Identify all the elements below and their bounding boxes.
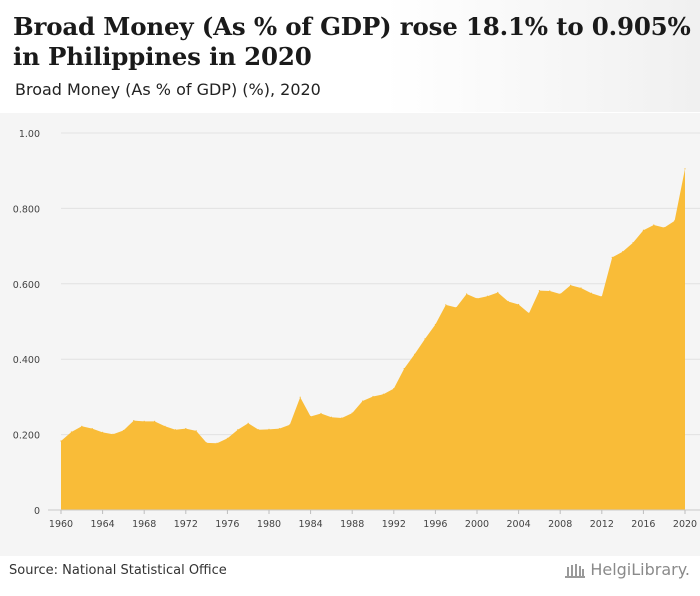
x-tick-label: 2012	[590, 519, 614, 530]
x-tick-label: 1992	[382, 519, 406, 530]
data-point	[528, 312, 530, 314]
data-point	[143, 420, 145, 423]
data-point	[216, 442, 218, 444]
data-point	[632, 242, 634, 244]
x-tick-label: 1960	[49, 519, 73, 530]
data-point	[278, 427, 280, 430]
data-point	[185, 427, 187, 430]
data-point	[684, 168, 686, 170]
x-tick-label: 1964	[91, 519, 115, 530]
data-point	[133, 420, 135, 422]
y-tick-label: 0.600	[13, 280, 40, 291]
data-point	[226, 437, 228, 439]
x-tick-label: 1976	[215, 519, 239, 530]
series-area-layer	[60, 168, 686, 510]
data-point	[518, 303, 520, 306]
data-point	[362, 400, 364, 402]
data-point	[258, 429, 260, 431]
data-point	[455, 306, 457, 309]
data-point	[206, 442, 208, 444]
y-tick-label: 0.400	[13, 355, 40, 366]
data-point	[559, 293, 561, 295]
axes: 0 0.200 0.400 0.600 0.800 1.00 1960 1964 1968 197…	[13, 129, 700, 530]
data-point	[112, 433, 114, 435]
data-point	[424, 338, 426, 340]
series-area	[61, 168, 685, 510]
data-point	[154, 420, 156, 423]
y-tick-label: 1.00	[19, 129, 40, 140]
data-point	[372, 395, 374, 398]
data-point	[382, 393, 384, 395]
x-tick-label: 1972	[174, 519, 198, 530]
chart-title: Broad Money (As % of GDP) rose 18.1% to …	[13, 12, 691, 71]
data-point	[497, 291, 499, 294]
header: Broad Money (As % of GDP) rose 18.1% to …	[0, 0, 700, 112]
library-building-icon	[565, 563, 586, 578]
data-point	[622, 251, 624, 253]
data-point	[268, 428, 270, 430]
x-tick-label: 2008	[548, 519, 572, 530]
data-point	[486, 295, 488, 297]
data-point	[538, 289, 541, 292]
data-point	[611, 256, 613, 259]
data-point	[351, 412, 353, 414]
x-tick-label: 1996	[423, 519, 447, 530]
data-point	[570, 284, 572, 286]
data-point	[341, 417, 343, 419]
data-point	[476, 297, 478, 300]
data-point	[164, 425, 166, 427]
data-point	[299, 396, 301, 398]
data-point	[310, 415, 312, 418]
y-tick-label: 0.200	[13, 431, 40, 442]
chart-subtitle: Broad Money (As % of GDP) (%), 2020	[15, 80, 321, 99]
data-point	[549, 290, 551, 292]
data-point	[653, 224, 655, 226]
x-tick-label: 2016	[631, 519, 655, 530]
data-point	[590, 292, 593, 294]
data-point	[174, 429, 176, 431]
data-point	[195, 430, 197, 432]
y-tick-label: 0.800	[13, 204, 40, 215]
x-tick-label: 2004	[507, 519, 531, 530]
data-point	[507, 300, 509, 303]
data-point	[81, 425, 83, 427]
data-point	[122, 429, 124, 432]
x-tick-label: 1984	[299, 519, 323, 530]
data-point	[70, 431, 72, 433]
data-point	[60, 440, 62, 442]
x-tick-label: 2020	[673, 519, 697, 530]
data-point	[102, 431, 104, 433]
data-point	[601, 296, 603, 298]
data-point	[434, 323, 436, 326]
data-point	[580, 287, 582, 289]
data-point	[237, 429, 239, 431]
data-point	[466, 293, 468, 295]
x-tick-label: 1968	[132, 519, 156, 530]
data-point	[414, 353, 416, 355]
data-point	[247, 422, 249, 424]
data-point	[663, 227, 665, 229]
x-tick-label: 2000	[465, 519, 489, 530]
x-tick-label: 1980	[257, 519, 281, 530]
brand-name: HelgiLibrary.	[590, 560, 690, 579]
data-point	[289, 424, 291, 426]
data-point	[320, 412, 322, 415]
data-point	[674, 220, 676, 222]
data-point	[445, 304, 447, 306]
data-point	[403, 368, 405, 370]
data-point	[91, 427, 93, 430]
x-tick-label: 1988	[340, 519, 364, 530]
brand-logo[interactable]: HelgiLibrary.	[564, 560, 690, 579]
data-point	[330, 416, 332, 418]
y-tick-label: 0	[34, 506, 40, 517]
data-point	[642, 229, 645, 231]
data-point	[393, 388, 395, 390]
source-note: Source: National Statistical Office	[9, 563, 227, 578]
